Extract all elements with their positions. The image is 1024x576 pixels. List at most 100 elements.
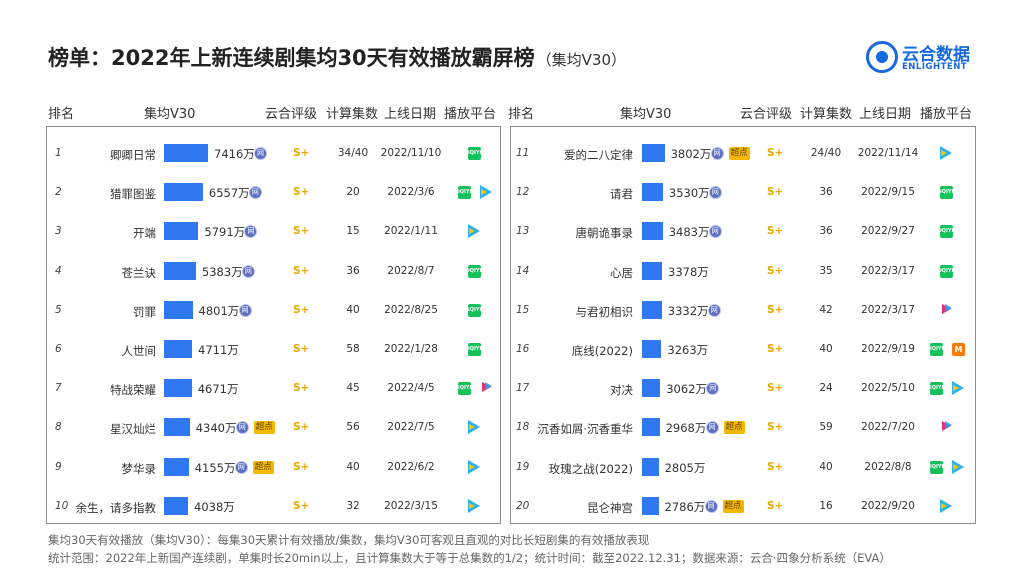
- drama-title: 爱的二八定律: [564, 148, 633, 162]
- bar-value-label: 2968万: [665, 421, 707, 436]
- release-date: 2022/7/5: [387, 421, 435, 434]
- episode-count: 32: [346, 499, 360, 512]
- release-date: 2022/1/11: [384, 225, 438, 238]
- iqiyi-icon: iQIYI: [468, 264, 481, 278]
- header-rating-left: 云合评级: [265, 107, 318, 122]
- ranking-row: 11 爱的二八定律 3802万网超点 S+ 24/40 2022/11/14: [0, 144, 1024, 164]
- rating-badge: S+: [293, 421, 310, 434]
- bar-value-label: 6557万: [208, 186, 250, 201]
- rating-badge: S+: [293, 499, 310, 512]
- logo-cn: 云合数据: [902, 45, 970, 65]
- footnote-definition: 集均30天有效播放（集均V30）：每集30天累计有效播放/集数，集均V30可客观…: [48, 533, 650, 547]
- iqiyi-icon: iQIYI: [458, 186, 471, 200]
- wang-badge-icon: 网: [705, 421, 719, 435]
- bar-value-label: 4711万: [198, 343, 239, 357]
- wang-badge-icon: 网: [708, 225, 722, 239]
- title-subtitle: （集均V30）: [536, 51, 627, 69]
- bar-value-label: 7416万: [214, 147, 255, 161]
- ranking-row: 6 人世间 4711万 S+ 58 2022/1/28 iQIYI: [0, 340, 1024, 360]
- episode-count: 20: [346, 186, 360, 199]
- release-date: 2022/9/27: [861, 225, 915, 238]
- episode-count: 16: [819, 499, 833, 512]
- chaodian-badge: 超点: [723, 421, 745, 435]
- rating-badge: S+: [767, 421, 784, 434]
- chaodian-badge: 超点: [252, 460, 274, 474]
- bar-value-label: 3062万: [666, 382, 707, 397]
- header-date-left: 上线日期: [384, 107, 437, 122]
- release-date: 2022/5/10: [861, 382, 915, 395]
- release-date: 2022/1/28: [384, 343, 438, 355]
- bar-value-label: 2786万: [664, 499, 706, 514]
- episode-count: 36: [819, 186, 833, 199]
- ranking-row: 2 猎罪图鉴 6557万网 S+ 20 2022/3/6 iQIYI: [0, 183, 1024, 203]
- bar: [642, 340, 662, 358]
- rating-badge: S+: [767, 343, 784, 355]
- wang-badge-icon: 网: [707, 303, 721, 317]
- rank-number: 15: [516, 303, 530, 316]
- ranking-row: 16 底线(2022) 3263万 S+ 40 2022/9/19 iQIYI M: [0, 340, 1024, 360]
- bar: [164, 261, 196, 280]
- episode-count: 45: [346, 382, 360, 395]
- rank-number: 11: [516, 147, 530, 159]
- bar-value-label: 3378万: [668, 264, 709, 279]
- release-date: 2022/3/6: [387, 186, 435, 199]
- rank-number: 6: [55, 343, 62, 355]
- drama-title: 梦华录: [121, 461, 157, 476]
- bar: [642, 183, 663, 202]
- ranking-row: 1 卿卿日常 7416万网 S+ 34/40 2022/11/10 iQIYI: [0, 144, 1024, 164]
- rating-badge: S+: [767, 303, 784, 316]
- wang-badge-icon: 网: [254, 147, 267, 160]
- rank-number: 2: [55, 186, 62, 199]
- tencent-video-icon: [952, 381, 964, 396]
- rank-number: 8: [55, 421, 62, 434]
- iqiyi-icon: iQIYI: [940, 225, 953, 239]
- header-v30-right: 集均V30: [620, 107, 672, 122]
- header-rating-right: 云合评级: [740, 107, 793, 122]
- episode-count: 40: [346, 303, 360, 316]
- rank-number: 17: [516, 382, 530, 395]
- episode-count: 35: [819, 264, 833, 277]
- ranking-row: 12 请君 3530万网 S+ 36 2022/9/15 iQIYI: [0, 183, 1024, 203]
- tencent-video-icon: [940, 498, 952, 513]
- rating-badge: S+: [767, 186, 784, 199]
- chaodian-badge: 超点: [728, 147, 750, 160]
- bar: [642, 457, 659, 476]
- release-date: 2022/9/15: [861, 186, 915, 199]
- release-date: 2022/7/20: [861, 421, 915, 434]
- episode-count: 42: [819, 303, 833, 316]
- rank-number: 4: [55, 264, 62, 277]
- bar: [164, 457, 189, 476]
- rank-number: 16: [516, 343, 530, 355]
- rating-badge: S+: [767, 382, 784, 395]
- rating-badge: S+: [293, 147, 310, 159]
- rank-number: 5: [55, 303, 62, 316]
- bar-value-label: 3802万: [670, 147, 712, 161]
- ranking-row: 15 与君初相识 3332万网 S+ 42 2022/3/17: [0, 300, 1024, 321]
- drama-title: 对决: [610, 383, 633, 398]
- drama-title: 沉香如屑·沉香重华: [537, 422, 633, 437]
- tencent-video-icon: [940, 146, 952, 160]
- wang-badge-icon: 网: [704, 499, 718, 513]
- release-date: 2022/4/5: [387, 382, 435, 395]
- header-rank-right: 排名: [508, 107, 535, 122]
- bar: [642, 300, 662, 319]
- rating-badge: S+: [767, 147, 784, 159]
- bar: [164, 222, 199, 241]
- rank-number: 18: [516, 421, 530, 434]
- episode-count: 58: [346, 343, 360, 355]
- rating-badge: S+: [767, 225, 784, 238]
- bar-value-label: 2805万: [664, 460, 706, 475]
- bar: [164, 300, 193, 319]
- ranking-row: 8 星汉灿烂 4340万网超点 S+ 56 2022/7/5: [0, 418, 1024, 438]
- ranking-row: 13 唐朝诡事录 3483万网 S+ 36 2022/9/27 iQIYI: [0, 222, 1024, 242]
- wang-badge-icon: 网: [234, 460, 248, 474]
- logo-mark-icon: [866, 41, 898, 73]
- youku-icon: [480, 382, 493, 395]
- release-date: 2022/8/25: [384, 303, 438, 316]
- rank-number: 3: [55, 225, 62, 238]
- drama-title: 特战荣耀: [110, 383, 156, 398]
- bar: [642, 261, 662, 280]
- title-text: 榜单：2022年上新连续剧集均30天有效播放霸屏榜: [48, 46, 535, 70]
- drama-title: 罚罪: [133, 304, 156, 319]
